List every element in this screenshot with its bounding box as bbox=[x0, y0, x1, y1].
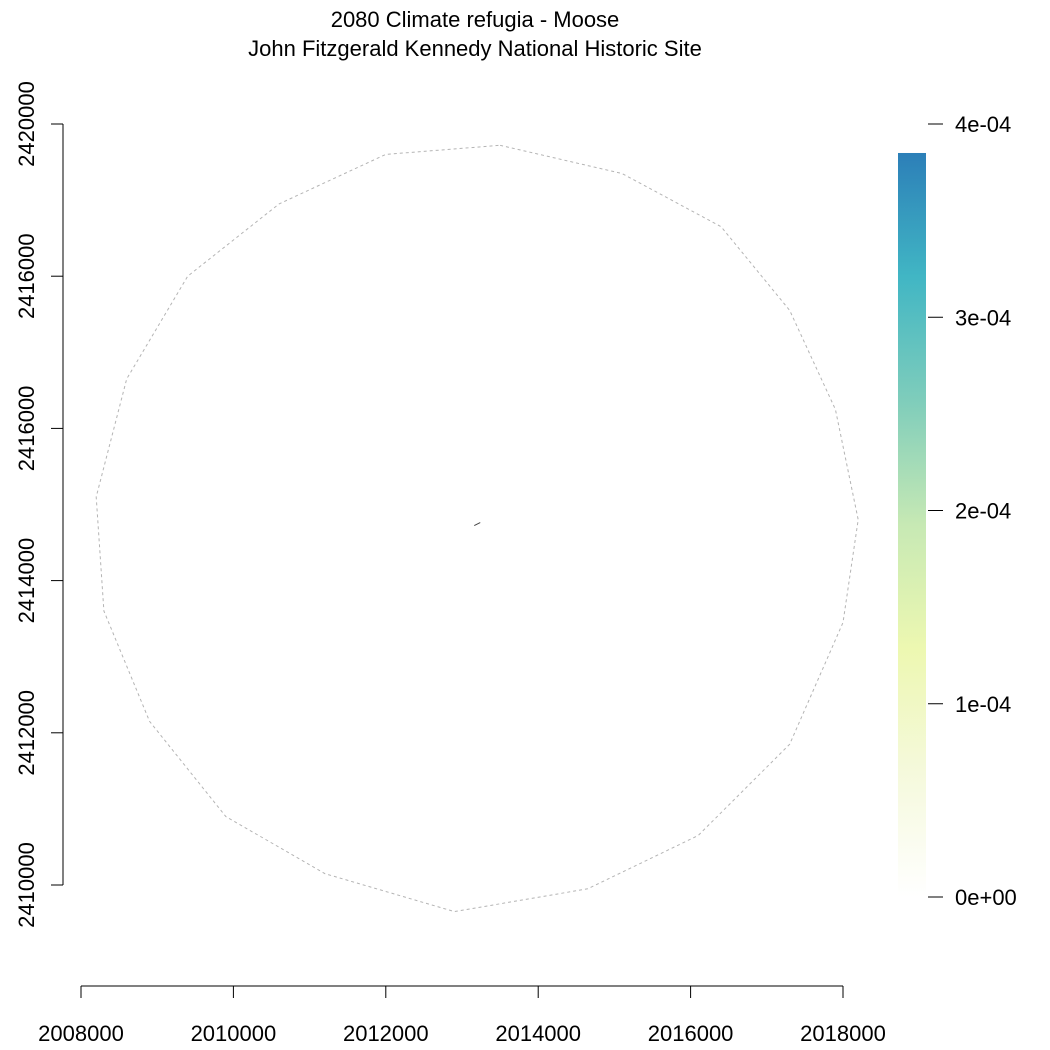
y-axis: 2410000 2412000 2414000 2416000 2416000 24200… bbox=[14, 81, 64, 928]
chart-subtitle: John Fitzgerald Kennedy National Histori… bbox=[248, 36, 702, 61]
y-tick-label: 2412000 bbox=[14, 690, 39, 776]
chart-title: 2080 Climate refugia - Moose bbox=[331, 7, 620, 32]
color-legend: 0e+00 1e-04 2e-04 3e-04 4e-04 bbox=[898, 112, 1017, 910]
x-tick-label: 2016000 bbox=[648, 1021, 734, 1046]
y-tick-label: 2420000 bbox=[14, 81, 39, 167]
x-tick-label: 2008000 bbox=[38, 1021, 124, 1046]
y-tick-label: 2414000 bbox=[14, 538, 39, 624]
colorbar-tick-label: 0e+00 bbox=[955, 885, 1017, 910]
site-buffer-boundary bbox=[95, 144, 859, 913]
colorbar-tick-label: 3e-04 bbox=[955, 305, 1011, 330]
colorbar-tick-label: 2e-04 bbox=[955, 499, 1011, 524]
colorbar-tick-label: 1e-04 bbox=[955, 692, 1011, 717]
y-tick-label: 2416000 bbox=[14, 233, 39, 319]
color-legend-bar bbox=[898, 152, 926, 898]
y-tick-label: 2416000 bbox=[14, 386, 39, 472]
x-tick-label: 2010000 bbox=[191, 1021, 277, 1046]
x-tick-label: 2018000 bbox=[800, 1021, 886, 1046]
y-tick-label: 2410000 bbox=[14, 842, 39, 928]
x-axis: 2008000 2010000 2012000 2014000 2016000 20180… bbox=[38, 985, 886, 1046]
x-tick-label: 2014000 bbox=[495, 1021, 581, 1046]
colorbar-tick-label: 4e-04 bbox=[955, 112, 1011, 137]
site-marker bbox=[474, 522, 481, 526]
x-tick-label: 2012000 bbox=[343, 1021, 429, 1046]
